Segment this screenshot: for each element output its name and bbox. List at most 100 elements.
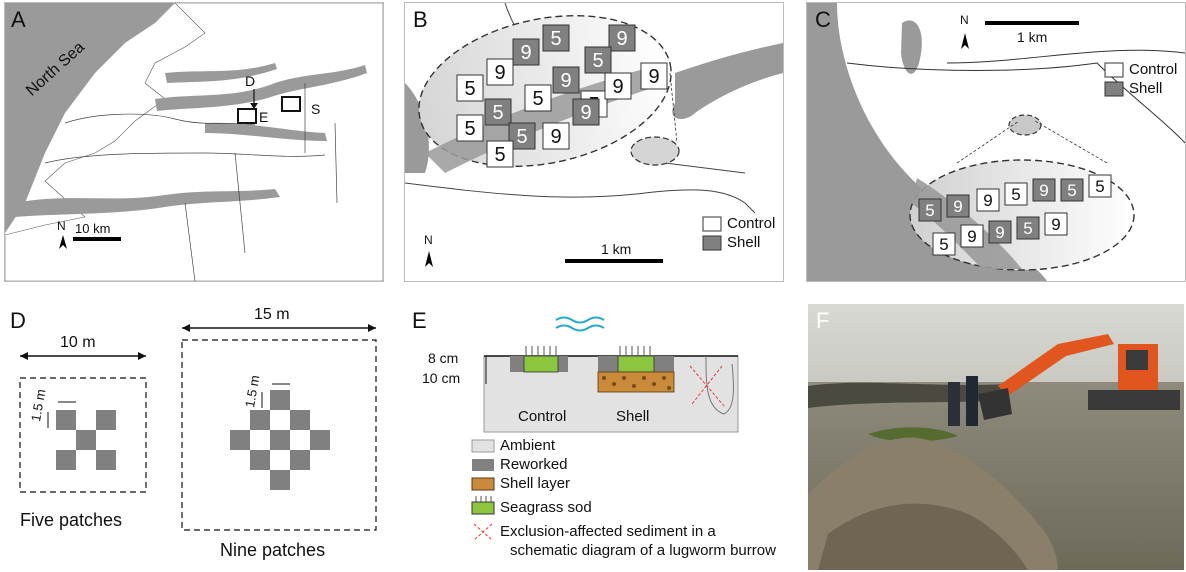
plot-control bbox=[604, 72, 632, 100]
plot-shell bbox=[1032, 178, 1056, 202]
legend-control-c: Control bbox=[1129, 61, 1178, 78]
estuary-mid bbox=[205, 122, 327, 141]
plot-shell bbox=[988, 220, 1012, 244]
island-c bbox=[901, 20, 922, 74]
plots-c: 5 9 9 5 9 5 55 9 9 5 9 bbox=[918, 174, 1112, 256]
plot-number: 5 bbox=[492, 102, 503, 124]
legend-seagrass-shoots bbox=[475, 496, 492, 502]
north-arrow-a bbox=[59, 235, 67, 249]
north-label-b: N bbox=[424, 233, 433, 247]
plot-number: 5 bbox=[1023, 219, 1032, 238]
legend-shell-c: Shell bbox=[1129, 80, 1163, 97]
panel-f: F bbox=[808, 304, 1184, 570]
plot-shell bbox=[918, 198, 942, 222]
shell-layer bbox=[597, 371, 675, 393]
legend-control-b: Control bbox=[727, 215, 776, 232]
photo-seagrass-patch bbox=[868, 427, 958, 442]
photo-worker-1 bbox=[948, 382, 960, 426]
plot-number: 9 bbox=[560, 70, 571, 92]
nine-width-label: 15 m bbox=[254, 306, 290, 323]
exclusion-label-2: schematic diagram of a lugworm burrow bbox=[510, 542, 776, 559]
plot-control bbox=[524, 84, 552, 112]
site-s-label: S bbox=[311, 101, 321, 117]
plot-number: 5 bbox=[550, 28, 561, 50]
plot-control bbox=[456, 74, 484, 102]
plot-control bbox=[640, 62, 668, 90]
plot-number: 5 bbox=[925, 201, 934, 220]
plots-b: 95959595959559595 bbox=[456, 24, 668, 168]
photo-bucket bbox=[978, 388, 1012, 420]
north-sea-area bbox=[5, 3, 175, 233]
estuary-upper bbox=[155, 65, 367, 111]
site-e-box bbox=[237, 108, 257, 124]
panel-a: A North Sea D E S N 10 km bbox=[4, 2, 384, 282]
legend-ambient-swatch bbox=[471, 439, 495, 453]
five-caption: Five patches bbox=[20, 510, 123, 530]
seagrass-shoots-control bbox=[525, 346, 557, 356]
legend-reworked-label: Reworked bbox=[500, 456, 568, 473]
col-control-label: Control bbox=[518, 408, 567, 425]
north-arrow-b bbox=[425, 251, 433, 267]
patch bbox=[96, 450, 116, 470]
plot-number: 5 bbox=[516, 126, 527, 148]
plot-number: 9 bbox=[616, 28, 627, 50]
photo-excavator-window bbox=[1126, 350, 1148, 370]
plot-number: 9 bbox=[1051, 215, 1060, 234]
plot-number: 5 bbox=[1011, 185, 1020, 204]
plot-shell bbox=[552, 66, 580, 94]
plot-number: 9 bbox=[983, 191, 992, 210]
plot-control bbox=[932, 232, 956, 256]
plot-number: 9 bbox=[995, 223, 1004, 242]
depth-bottom-label: 10 cm bbox=[422, 370, 461, 386]
legend-ambient-label: Ambient bbox=[500, 437, 556, 454]
panel-b-map: 95959595959559595 bbox=[405, 3, 783, 267]
five-arrowhead-l bbox=[20, 352, 28, 360]
nine-arrowhead-l bbox=[182, 324, 190, 332]
nine-caption: Nine patches bbox=[220, 540, 326, 560]
plot-shell bbox=[572, 98, 600, 126]
plot-number: 9 bbox=[648, 66, 659, 88]
plot-number: 9 bbox=[1039, 181, 1048, 200]
plot-shell bbox=[484, 98, 512, 126]
north-label-c: N bbox=[960, 13, 969, 27]
plot-shell bbox=[542, 24, 570, 52]
plot-control bbox=[456, 114, 484, 142]
plot-number: 9 bbox=[967, 227, 976, 246]
plot-shell bbox=[512, 38, 540, 66]
site-d-arrowhead bbox=[250, 103, 258, 109]
plot-control bbox=[486, 58, 514, 86]
zoom-line-c2 bbox=[1034, 120, 1108, 164]
panel-b-label: B bbox=[413, 7, 428, 32]
channel-c-left bbox=[807, 3, 1047, 281]
patch bbox=[56, 410, 76, 430]
water-icon bbox=[555, 316, 605, 332]
legend-shell-swatch-b bbox=[702, 235, 722, 251]
patch bbox=[96, 410, 116, 430]
five-width-label: 10 m bbox=[60, 334, 96, 351]
channel-b2 bbox=[405, 83, 429, 173]
river-lines bbox=[184, 83, 338, 281]
plot-number: 9 bbox=[520, 42, 531, 64]
plot-number: 9 bbox=[612, 76, 623, 98]
nine-patch-grid bbox=[230, 390, 330, 490]
channel-b bbox=[672, 43, 783, 119]
panel-a-label: A bbox=[11, 7, 26, 32]
plot-control bbox=[542, 122, 570, 150]
lugworm-burrow bbox=[705, 355, 735, 415]
photo-excavator-arm bbox=[998, 334, 1114, 396]
plot-number: 5 bbox=[939, 235, 948, 254]
col-shell-label: Shell bbox=[616, 408, 650, 425]
panel-b: 95959595959559595 B Control Shell N 1 km bbox=[404, 2, 784, 282]
patch bbox=[56, 450, 76, 470]
scale-label-b: 1 km bbox=[601, 241, 632, 257]
plot-shell bbox=[608, 24, 636, 52]
legend-shell-label: Shell layer bbox=[500, 475, 571, 492]
seagrass-shoots-shell bbox=[619, 346, 651, 356]
seagrass-sod-shell bbox=[617, 355, 655, 373]
photo-shell-pile-shade bbox=[818, 503, 1028, 570]
plot-number: 5 bbox=[464, 118, 475, 140]
legend-exclusion-icon bbox=[473, 523, 493, 541]
dike-c bbox=[846, 49, 1185, 144]
plot-number: 9 bbox=[953, 197, 962, 216]
control-site-c bbox=[1008, 114, 1042, 136]
